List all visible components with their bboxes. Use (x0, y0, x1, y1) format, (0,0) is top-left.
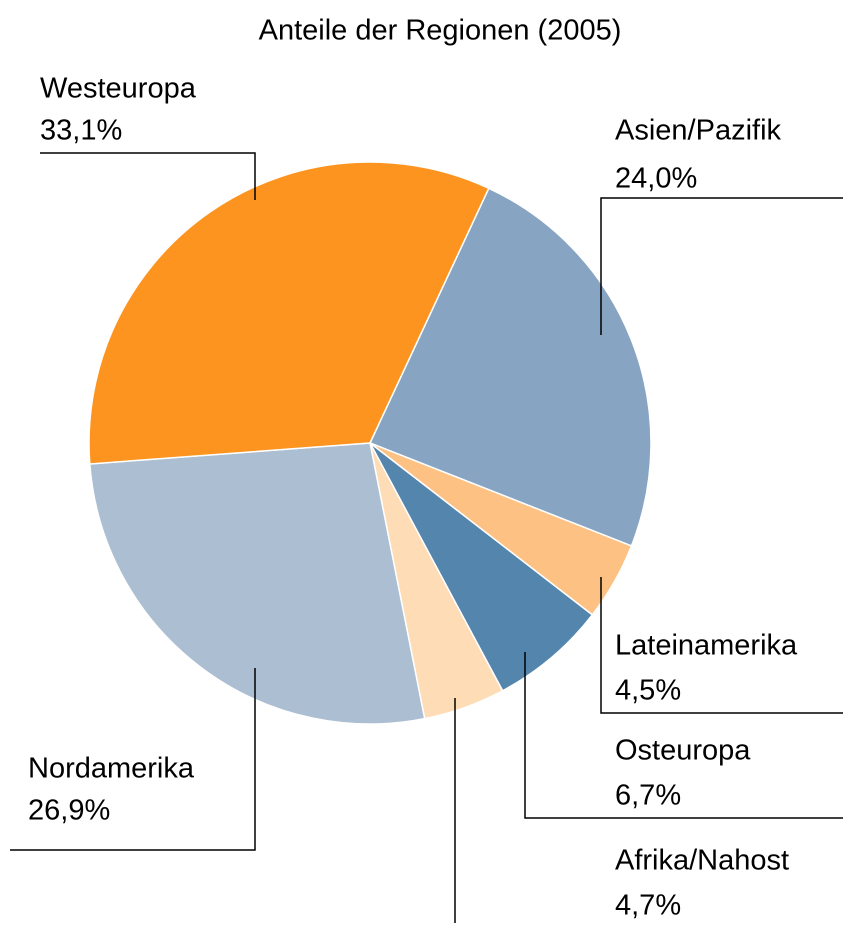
chart-title: Anteile der Regionen (2005) (259, 15, 622, 47)
leader-line (600, 197, 843, 335)
pie-slice (368, 187, 652, 547)
leader-line (524, 652, 843, 819)
slice-value-label: 26,9% (28, 795, 110, 827)
slice-label: Asien/Pazifik (615, 115, 782, 147)
slice-label: Afrika/Nahost (615, 845, 789, 877)
slice-value-label: 24,0% (615, 163, 697, 195)
slice-label: Westeuropa (40, 73, 197, 105)
leader-line (600, 577, 843, 714)
slice-value-label: 4,7% (615, 890, 681, 922)
slice-value-label: 33,1% (40, 115, 122, 147)
slice-label: Lateinamerika (615, 630, 798, 662)
leader-line (40, 152, 256, 200)
pie-slice (369, 442, 594, 692)
pie-slice (88, 161, 490, 465)
slice-label: Osteuropa (615, 735, 751, 767)
leader-line (10, 668, 256, 851)
slice-value-label: 4,5% (615, 675, 681, 707)
slice-label: Nordamerika (28, 753, 195, 785)
pie-slice (88, 442, 426, 725)
slice-value-label: 6,7% (615, 780, 681, 812)
